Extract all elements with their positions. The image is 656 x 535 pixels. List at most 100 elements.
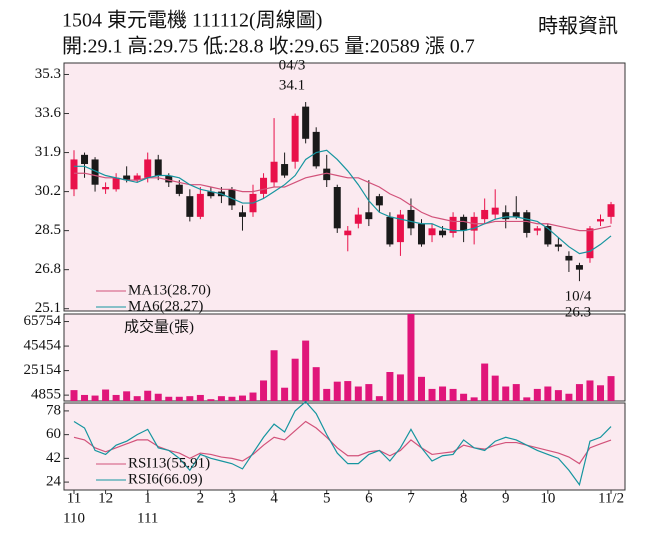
candle-body <box>207 191 215 197</box>
candle-body <box>312 131 320 167</box>
legend-label: RSI6(66.09) <box>128 471 203 487</box>
volume-bar <box>375 396 383 401</box>
volume-bar <box>238 395 246 401</box>
candle-body <box>81 154 89 165</box>
candle-body <box>323 168 331 181</box>
x-tick-label: 6 <box>365 490 373 506</box>
panel-label: 成交量(張) <box>124 317 194 335</box>
volume-bar <box>228 396 236 401</box>
y-tick-label: 28.5 <box>35 222 61 238</box>
candle-body <box>281 164 289 176</box>
candle-body <box>407 209 415 229</box>
candle-body <box>512 212 520 217</box>
y-tick-label: 30.2 <box>35 183 61 199</box>
candle-body <box>396 214 404 243</box>
volume-bar <box>102 389 110 401</box>
candle-body <box>607 204 615 217</box>
candle-body <box>460 216 468 231</box>
x-tick-label: 11/2 <box>598 490 624 506</box>
candle-body <box>70 159 78 190</box>
volume-bar <box>449 388 457 401</box>
candle-body <box>354 214 362 224</box>
candle-body <box>439 230 447 236</box>
volume-bar <box>123 391 131 401</box>
volume-bar <box>533 388 541 401</box>
x-tick-label: 9 <box>502 490 510 506</box>
x-tick-label: 8 <box>460 490 468 506</box>
volume-bar <box>597 385 604 401</box>
candle-body <box>112 177 120 190</box>
volume-bar <box>207 399 215 401</box>
volume-bar <box>586 380 594 401</box>
volume-bar <box>81 394 89 401</box>
y-tick-label: 35.3 <box>35 66 61 82</box>
candle-body <box>123 175 131 181</box>
volume-bar <box>386 372 394 401</box>
candle-body <box>154 159 162 176</box>
volume-bar <box>481 363 489 401</box>
y-tick-label: 78 <box>46 402 61 418</box>
candle-body <box>597 219 604 222</box>
volume-bar <box>175 396 183 401</box>
x-tick-label: 11 <box>67 490 81 506</box>
x-tick-label: 1 <box>144 490 152 506</box>
candle-body <box>333 187 341 229</box>
annotation: 26.3 <box>565 304 591 320</box>
x-sublabel: 111 <box>137 510 158 526</box>
volume-bar <box>565 393 573 401</box>
candle-body <box>575 265 583 270</box>
candle-body <box>565 255 573 261</box>
volume-bar <box>607 376 615 401</box>
x-tick-label: 4 <box>270 490 278 506</box>
candle-body <box>449 216 457 233</box>
legend-label: RSI13(55.91) <box>128 455 210 471</box>
series-line <box>73 400 612 487</box>
candle-body <box>544 226 552 245</box>
volume-bar <box>439 386 447 401</box>
candle-body <box>175 184 183 194</box>
candle-body <box>375 196 383 206</box>
candle-body <box>365 212 373 220</box>
y-tick-label: 24 <box>46 474 62 490</box>
candle-body <box>260 177 268 194</box>
volume-bar <box>165 396 173 401</box>
volume-bar <box>407 314 415 401</box>
volume-bar <box>354 386 362 401</box>
candle-body <box>502 212 510 220</box>
volume-bar <box>249 392 257 401</box>
y-tick-label: 25.1 <box>35 300 61 316</box>
annotation: 10/4 <box>565 288 592 304</box>
candle-body <box>302 106 310 139</box>
candle-body <box>344 230 352 236</box>
series-line <box>73 420 612 465</box>
volume-bar <box>417 376 425 401</box>
x-tick-label: 5 <box>323 490 331 506</box>
volume-bar <box>512 384 520 401</box>
volume-bar <box>144 390 152 401</box>
volume-bar <box>575 384 583 401</box>
price-panel <box>63 62 626 312</box>
volume-bar <box>523 397 531 401</box>
y-tick-label: 33.6 <box>35 105 62 121</box>
volume-bar <box>291 358 299 401</box>
annotation: 34.1 <box>279 77 305 93</box>
candle-body <box>270 161 278 183</box>
candle-body <box>554 244 562 247</box>
candle-body <box>144 159 152 178</box>
candle-body <box>417 223 425 245</box>
volume-bar <box>260 380 268 401</box>
candle-body <box>238 212 246 217</box>
volume-bar <box>133 396 141 401</box>
candle-body <box>523 212 531 233</box>
candle-body <box>91 159 99 185</box>
y-tick-label: 60 <box>46 426 61 442</box>
annotation: 04/3 <box>279 57 306 73</box>
legend-label: MA13(28.70) <box>128 282 211 298</box>
y-tick-label: 42 <box>46 450 61 466</box>
header-quote: 開:29.1 高:29.75 低:28.8 收:29.65 量:20589 漲 … <box>62 35 475 58</box>
candle-body <box>165 175 173 183</box>
volume-bar <box>502 386 510 401</box>
volume-bar <box>491 375 499 401</box>
volume-bar <box>281 387 289 401</box>
header-title: 1504 東元電機 111112(周線圖) <box>62 9 322 32</box>
